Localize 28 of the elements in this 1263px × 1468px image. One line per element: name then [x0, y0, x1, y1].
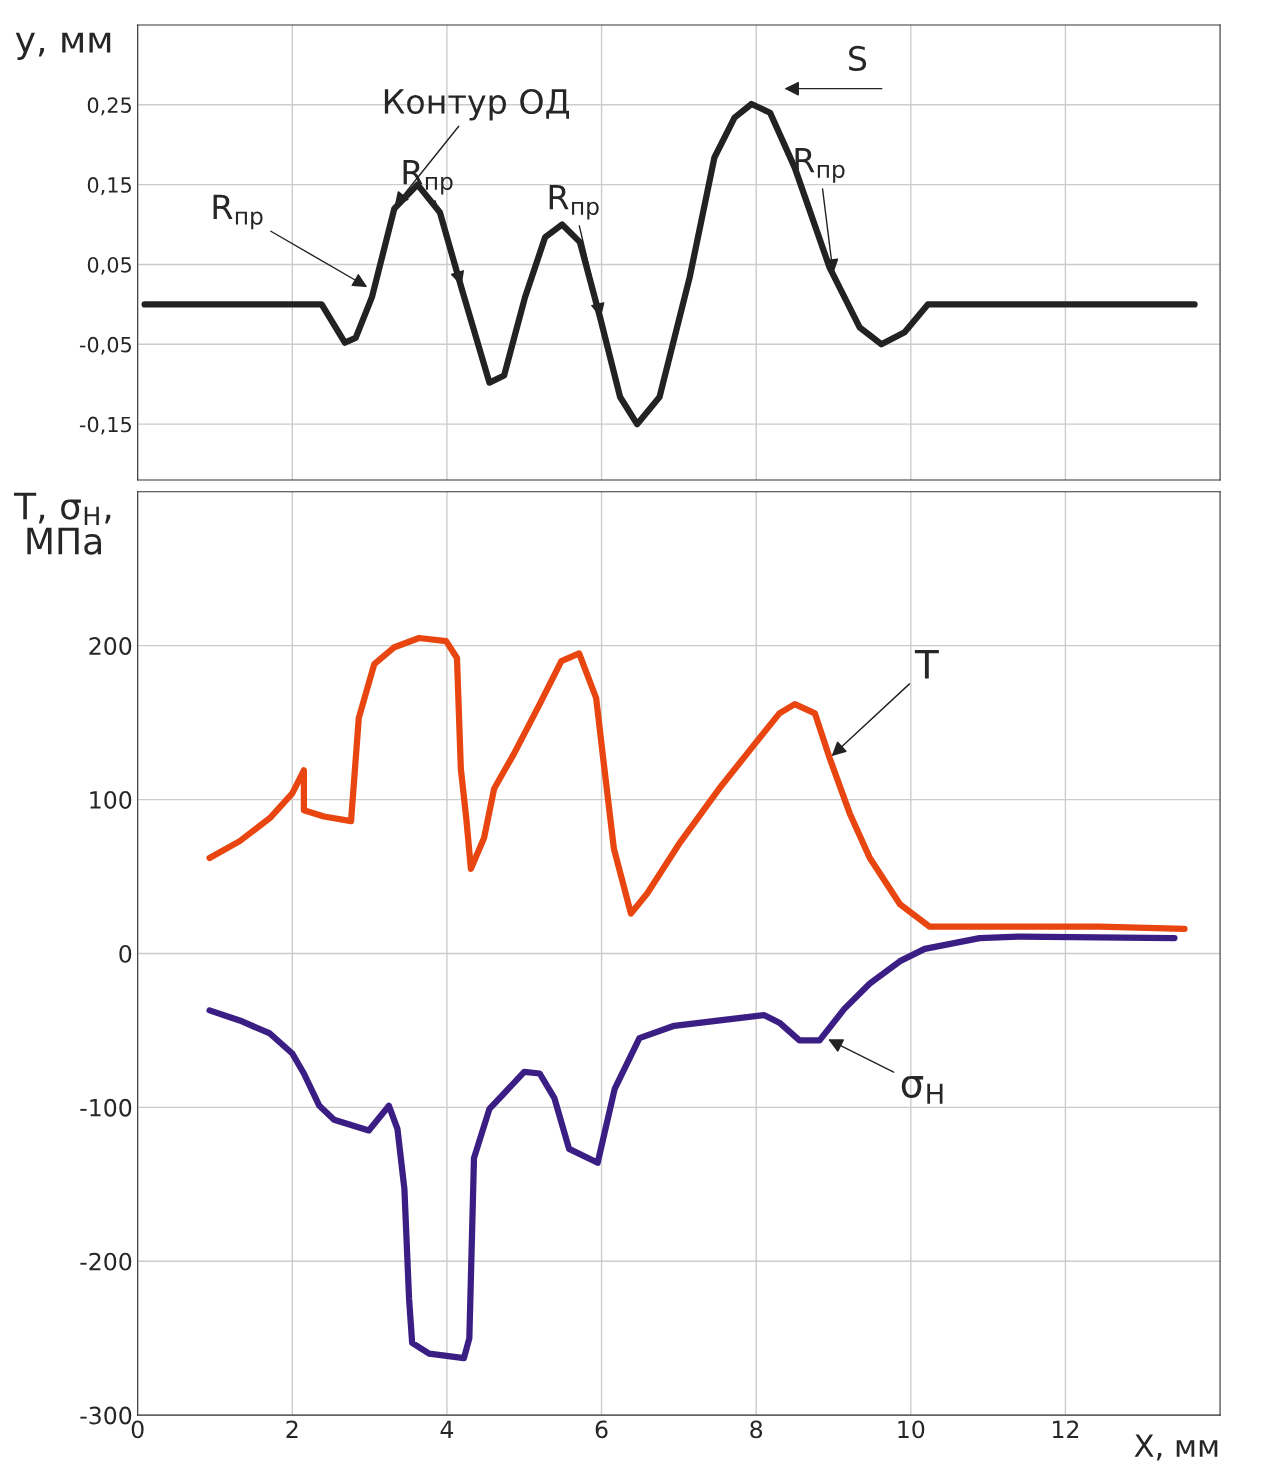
annotation: R$_{пр}$ [549, 184, 599, 220]
y-tick-label: 200 [89, 637, 132, 655]
x-tick-label: 0 [131, 1420, 144, 1439]
y-tick-label: -300 [80, 1406, 132, 1425]
annotation: T [914, 650, 939, 679]
x-tick-label: 12 [1053, 1420, 1079, 1438]
annotation: Контур ОД [384, 88, 569, 121]
x-tick-label: 4 [440, 1420, 454, 1438]
y-axis-title: y, мм [15, 32, 111, 60]
y-tick-label: 0 [119, 944, 132, 963]
y-tick-label: 0,05 [87, 256, 131, 275]
y-tick-label: -100 [80, 1098, 132, 1117]
x-tick-label: 8 [750, 1420, 763, 1439]
y-tick-label: -0,05 [79, 336, 131, 355]
y-tick-label: -0,15 [79, 416, 131, 435]
annotation: R$_{пр}$ [403, 159, 453, 195]
x-axis-title: X, мм [1134, 1434, 1218, 1461]
annotation: σ$_{Н}$ [901, 1076, 943, 1104]
y-tick-label: 0,15 [87, 177, 131, 195]
x-tick-label: 2 [286, 1420, 298, 1438]
x-tick-label: 6 [595, 1420, 608, 1439]
y-tick-label: -200 [80, 1252, 132, 1271]
y-tick-label: 0,25 [87, 97, 131, 116]
y-axis-title: T, σ$_{Н}$, МПа [13, 492, 111, 555]
annotation: R$_{пр}$ [213, 194, 263, 230]
annotation: S [849, 45, 867, 72]
y-tick-label: 100 [90, 791, 132, 809]
x-tick-label: 10 [898, 1420, 925, 1439]
